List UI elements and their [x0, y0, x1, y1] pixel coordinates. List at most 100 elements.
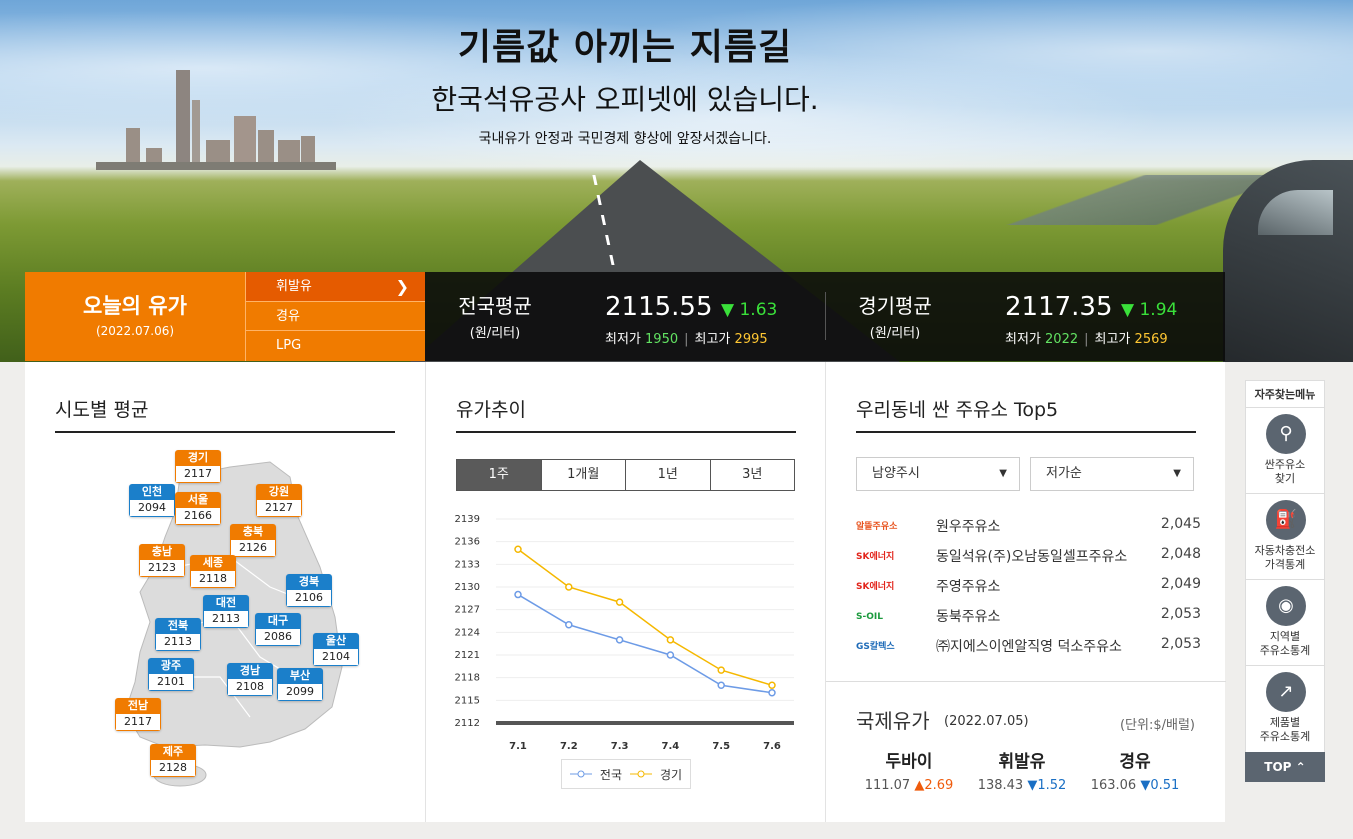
quick-label-1: 지역별 — [1269, 630, 1301, 643]
region-value: 2086 — [255, 629, 301, 646]
intl-diesel: 경유 163.06 ▼0.51 — [1080, 747, 1190, 793]
max-label: 최고가 — [694, 332, 731, 347]
cheap-stations-panel: 우리동네 싼 주유소 Top5 남양주시 ▼ 저가순 ▼ 알뜰주유소 원우주유소 2… — [825, 362, 1226, 822]
tab-diesel-label: 경유 — [276, 308, 300, 324]
series-line-regional — [517, 548, 773, 686]
region-badge[interactable]: 대구 2086 — [255, 613, 301, 646]
region-name: 대전 — [203, 595, 249, 611]
region-name: 부산 — [277, 668, 323, 684]
tab-diesel[interactable]: 경유 — [245, 301, 425, 332]
divider — [825, 292, 826, 340]
region-badge[interactable]: 광주 2101 — [148, 658, 194, 691]
y-tick-label: 2118 — [455, 673, 480, 684]
title-underline — [55, 431, 395, 433]
y-tick-label: 2130 — [455, 582, 480, 593]
region-badge[interactable]: 충남 2123 — [139, 544, 185, 577]
min-price: 2022 — [1045, 332, 1079, 347]
region-name: 전북 — [155, 618, 201, 634]
tab-1-month[interactable]: 1개월 — [542, 460, 626, 490]
national-average-change: ▼ 1.63 — [721, 300, 778, 320]
quick-ev-charger-stats[interactable]: ⛽ 자동차충전소 가격통계 — [1246, 494, 1324, 580]
data-point — [615, 636, 624, 644]
tab-1-week[interactable]: 1주 — [457, 460, 542, 490]
station-row[interactable]: S-OIL 동북주유소 2,053 — [856, 606, 1201, 628]
region-badge[interactable]: 경기 2117 — [175, 450, 221, 483]
tab-3-year[interactable]: 3년 — [742, 467, 763, 482]
intl-gasoline: 휘발유 138.43 ▼1.52 — [967, 747, 1077, 793]
legend-national-icon — [569, 770, 592, 778]
region-badge[interactable]: 부산 2099 — [277, 668, 323, 701]
sort-select-value: 저가순 — [1046, 466, 1082, 481]
station-row[interactable]: SK에너지 주영주유소 2,049 — [856, 576, 1201, 598]
region-badge[interactable]: 전북 2113 — [155, 618, 201, 651]
y-tick-label: 2112 — [455, 718, 480, 729]
quick-label-2: 찾기 — [1274, 472, 1296, 485]
average-price-panel: 전국평균 (원/리터) 2115.55 ▼ 1.63 최저가 1950 | 최고가 … — [425, 272, 1225, 361]
region-badge[interactable]: 울산 2104 — [313, 633, 359, 666]
chevron-up-icon: ⌃ — [1295, 760, 1306, 774]
price-trend-panel: 유가추이 1주 1개월 1년 3년 2112 2115 2118 2121 2124 21… — [425, 362, 825, 822]
intl-change: ▼1.52 — [1027, 778, 1067, 793]
today-price-label: 오늘의 유가 (2022.07.06) — [25, 272, 245, 361]
sort-select[interactable]: 저가순 ▼ — [1030, 457, 1194, 491]
region-badge[interactable]: 경남 2108 — [227, 663, 273, 696]
region-badge[interactable]: 경북 2106 — [286, 574, 332, 607]
quick-cheap-station[interactable]: ⚲ 싼주유소 찾기 — [1246, 408, 1324, 494]
altteul-logo: 알뜰주유소 — [856, 522, 898, 532]
tab-lpg[interactable]: LPG — [245, 331, 425, 361]
region-badge[interactable]: 제주 2128 — [150, 744, 196, 777]
region-value: 2127 — [256, 500, 302, 517]
regional-average-name: 경기평균 — [858, 294, 932, 318]
soil-logo: S-OIL — [856, 612, 883, 622]
location-pin-icon: ⚲ — [1266, 414, 1306, 454]
region-badge[interactable]: 강원 2127 — [256, 484, 302, 517]
hero-title: 기름값 아끼는 지름길 — [457, 27, 793, 68]
region-value: 2123 — [139, 560, 185, 577]
region-value: 2099 — [277, 684, 323, 701]
tab-1-year[interactable]: 1년 — [626, 460, 711, 490]
quick-product-stats[interactable]: ↗ 제품별 주유소통계 — [1246, 666, 1324, 752]
series-line-national — [517, 593, 773, 694]
intl-price-title: 국제유가 — [856, 709, 930, 733]
intl-value: 138.43 — [977, 778, 1024, 793]
station-row[interactable]: 알뜰주유소 원우주유소 2,045 — [856, 516, 1201, 538]
x-tick-label: 7.5 — [712, 741, 730, 752]
region-name: 전남 — [115, 698, 161, 714]
top-label: TOP — [1264, 760, 1292, 774]
region-badge[interactable]: 세종 2118 — [190, 555, 236, 588]
korea-map-icon: ◉ — [1266, 586, 1306, 626]
data-point — [768, 681, 776, 689]
chart-legend: 전국 경기 — [561, 759, 691, 789]
region-select[interactable]: 남양주시 ▼ — [856, 457, 1020, 491]
region-value: 2101 — [148, 674, 194, 691]
station-row[interactable]: GS칼텍스 ㈜지에스이엔알직영 덕소주유소 2,053 — [856, 636, 1201, 658]
caret-down-icon: ▼ — [999, 468, 1007, 479]
intl-price-unit: (단위:$/배럴) — [1119, 718, 1195, 733]
region-badge[interactable]: 전남 2117 — [115, 698, 161, 731]
tab-lpg-label: LPG — [276, 338, 302, 354]
region-badge[interactable]: 서울 2166 — [175, 492, 221, 525]
station-price: 2,048 — [1160, 546, 1201, 562]
city-skyline — [96, 62, 336, 170]
region-name: 경북 — [286, 574, 332, 590]
top-button[interactable]: TOP ⌃ — [1245, 752, 1325, 782]
station-price: 2,053 — [1160, 606, 1201, 622]
region-name: 울산 — [313, 633, 359, 649]
x-tick-label: 7.4 — [662, 741, 680, 752]
region-name: 충북 — [230, 524, 276, 540]
region-badge[interactable]: 대전 2113 — [203, 595, 249, 628]
region-select-value: 남양주시 — [872, 466, 920, 481]
min-label: 최저가 — [605, 332, 641, 347]
data-point — [717, 666, 725, 674]
quick-regional-stats[interactable]: ◉ 지역별 주유소통계 — [1246, 580, 1324, 666]
quick-menu: 자주찾는메뉴 ⚲ 싼주유소 찾기 ⛽ 자동차충전소 가격통계 ◉ 지역별 주유소통계 … — [1245, 380, 1325, 753]
station-name: 동북주유소 — [936, 609, 1001, 625]
region-badge[interactable]: 충북 2126 — [230, 524, 276, 557]
region-name: 경기 — [175, 450, 221, 466]
region-badge[interactable]: 인천 2094 — [129, 484, 175, 517]
divider — [826, 681, 1226, 682]
station-row[interactable]: SK에너지 동일석유(주)오남동일셀프주유소 2,048 — [856, 546, 1201, 568]
region-name: 대구 — [255, 613, 301, 629]
tab-gasoline[interactable]: 휘발유 ❯ — [245, 272, 425, 302]
station-name: ㈜지에스이엔알직영 덕소주유소 — [936, 639, 1122, 655]
